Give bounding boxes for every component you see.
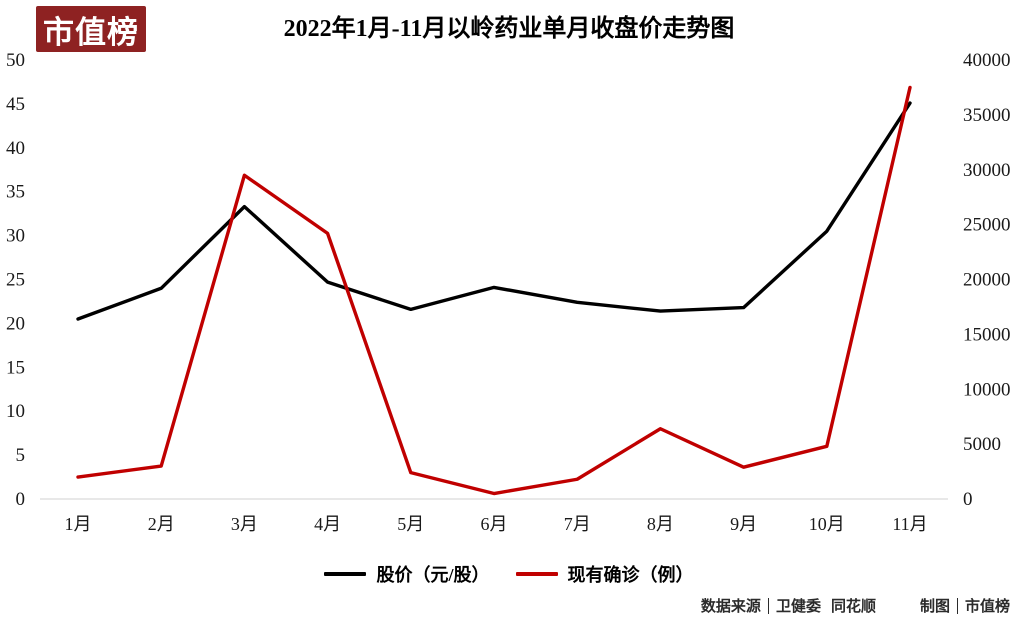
stock-price-line-swatch (324, 572, 367, 576)
legend-label-confirmed-cases: 现有确诊（例） (567, 565, 694, 585)
credit-value: 市值榜 (964, 599, 1010, 615)
svg-text:50: 50 (6, 50, 25, 71)
line-chart: 0 5 10 15 20 25 30 35 40 45 50 0 5000 10000 15000 20000… (6, 50, 1011, 534)
brand-logo: 市值榜 (36, 6, 146, 52)
legend-item-confirmed-cases: 现有确诊（例） (515, 561, 694, 587)
chart-legend: 股价（元/股） 现有确诊（例） (0, 561, 1018, 587)
svg-text:0: 0 (16, 489, 26, 510)
svg-text:0: 0 (963, 489, 973, 510)
data-source-label: 数据来源 (700, 599, 761, 615)
svg-text:35: 35 (6, 182, 25, 203)
legend-label-stock-price: 股价（元/股） (376, 565, 490, 585)
svg-text:2月: 2月 (148, 514, 175, 534)
confirmed-cases-line-swatch (515, 572, 558, 576)
svg-text:40: 40 (6, 138, 25, 159)
svg-text:45: 45 (6, 94, 25, 115)
svg-text:10000: 10000 (963, 379, 1011, 400)
svg-text:20: 20 (6, 313, 25, 334)
data-source-value-1: 卫健委 (775, 599, 821, 615)
svg-text:10: 10 (6, 401, 25, 422)
footer-divider (956, 597, 958, 614)
svg-text:3月: 3月 (231, 514, 258, 534)
svg-text:25: 25 (6, 270, 25, 291)
svg-text:30000: 30000 (963, 160, 1011, 181)
credit-label: 制图 (919, 599, 950, 615)
svg-text:5000: 5000 (963, 434, 1001, 455)
svg-text:10月: 10月 (809, 514, 845, 534)
svg-text:4月: 4月 (314, 514, 341, 534)
svg-text:40000: 40000 (963, 50, 1011, 71)
footer-divider (767, 597, 769, 614)
legend-item-stock-price: 股价（元/股） (324, 561, 490, 587)
svg-text:1月: 1月 (65, 514, 92, 534)
chart-footer: 数据来源 卫健委 同花顺 制图 市值榜 (701, 595, 1010, 616)
svg-text:5: 5 (16, 445, 26, 466)
svg-text:6月: 6月 (481, 514, 508, 534)
svg-text:20000: 20000 (963, 270, 1011, 291)
svg-text:25000: 25000 (963, 215, 1011, 236)
svg-text:15000: 15000 (963, 324, 1011, 345)
svg-text:11月: 11月 (892, 514, 927, 534)
svg-text:30: 30 (6, 226, 25, 247)
svg-text:8月: 8月 (647, 514, 674, 534)
svg-text:15: 15 (6, 357, 25, 378)
svg-text:35000: 35000 (963, 105, 1011, 126)
svg-text:7月: 7月 (564, 514, 591, 534)
svg-text:5月: 5月 (397, 514, 424, 534)
chart-title: 2022年1月-11月以岭药业单月收盘价走势图 (283, 16, 735, 42)
data-source-value-2: 同花顺 (830, 599, 876, 615)
svg-text:9月: 9月 (730, 514, 757, 534)
